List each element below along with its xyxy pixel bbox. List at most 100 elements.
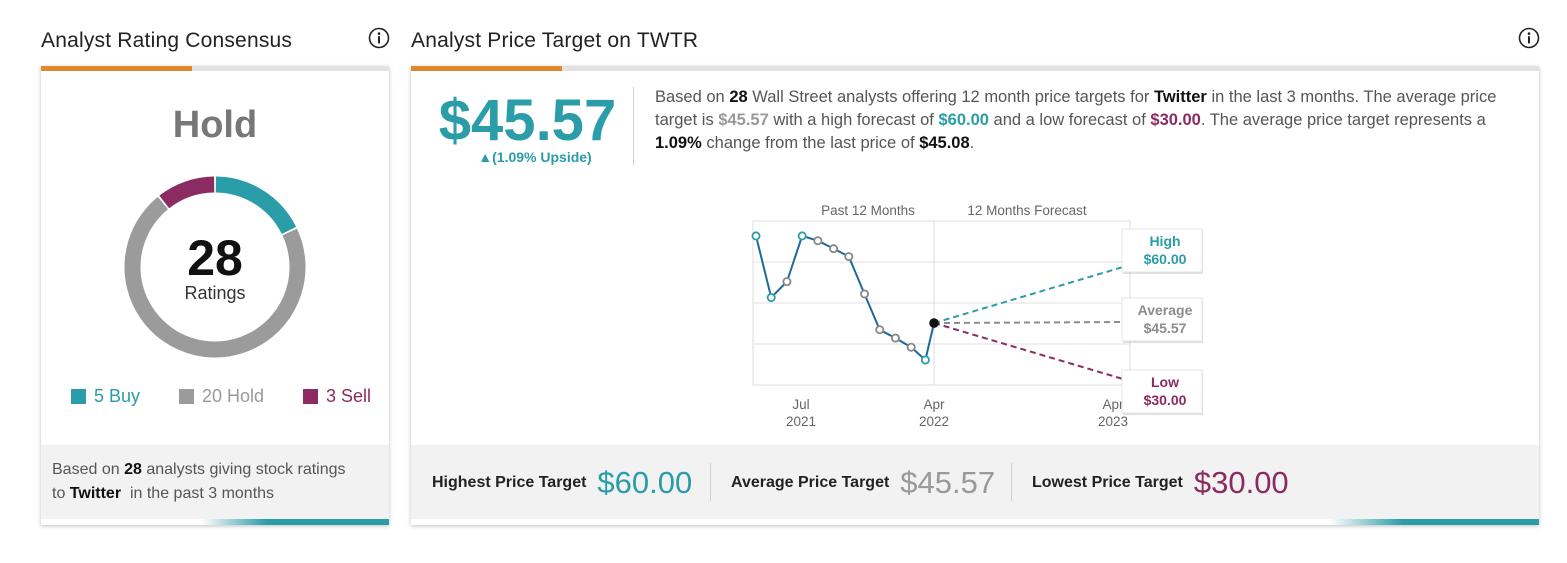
history-point[interactable] xyxy=(797,231,807,241)
highest-target-value: $60.00 xyxy=(597,465,693,500)
forecast-line-high xyxy=(933,266,1124,325)
callout-value: $60.00 xyxy=(1144,251,1187,267)
footer-divider xyxy=(1011,463,1012,501)
forecast-line-low xyxy=(933,322,1124,380)
price-target-description: Based on 28 Wall Street analysts offerin… xyxy=(655,86,1515,155)
ratings-total-label: Ratings xyxy=(184,283,246,303)
average-target: Average Price Target $45.57 xyxy=(731,465,995,501)
rating-footer-p1: Based on xyxy=(52,461,120,478)
rating-footer-gradient xyxy=(201,519,389,525)
rating-footer-company: Twitter xyxy=(69,485,122,502)
x-tick-year: 2021 xyxy=(786,414,816,429)
desc-low: $30.00 xyxy=(1150,111,1201,129)
desc-part: and a low forecast of xyxy=(993,111,1146,129)
average-target-value: $45.57 xyxy=(900,465,996,500)
callout-label: Low xyxy=(1151,374,1179,390)
rating-tab-bar xyxy=(41,66,389,71)
forecast-callout-low[interactable]: Low $30.00 xyxy=(1121,369,1203,415)
history-point[interactable] xyxy=(844,252,854,262)
legend-buy: 5 Buy xyxy=(71,386,140,407)
legend-sell: 3 Sell xyxy=(302,386,371,407)
legend-hold-label: 20 Hold xyxy=(201,386,265,406)
price-footer-gradient xyxy=(1329,519,1539,525)
desc-company: Twitter xyxy=(1153,88,1207,106)
desc-average: $45.57 xyxy=(718,111,769,129)
desc-change: 1.09% xyxy=(655,134,702,152)
x-tick-month: Apr xyxy=(923,397,945,412)
desc-part: . xyxy=(969,134,975,152)
callout-box xyxy=(1121,228,1203,273)
rating-tab-accent xyxy=(41,66,192,71)
chart-grid xyxy=(752,220,1131,386)
footer-divider xyxy=(710,463,711,501)
highest-target: Highest Price Target $60.00 xyxy=(432,465,692,501)
history-point[interactable] xyxy=(860,289,870,299)
history-point[interactable] xyxy=(890,333,900,343)
rating-card: Hold 28 Ratings 5 Buy 20 Hold 3 Sell Bas… xyxy=(41,66,389,525)
history-point[interactable] xyxy=(906,342,916,352)
average-price-target: $45.57 xyxy=(438,88,617,153)
rating-footer-p2: analysts giving stock ratings xyxy=(146,461,346,478)
rating-footer-text: Based on 28 analysts giving stock rating… xyxy=(52,458,382,506)
desc-part: in the last 3 months. The average price … xyxy=(655,88,1497,129)
desc-part: Based on xyxy=(655,88,725,106)
rating-footer-p4: in the past 3 months xyxy=(129,485,275,502)
upside-label: ▲(1.09% Upside) xyxy=(478,149,592,165)
section-label-forecast: 12 Months Forecast xyxy=(967,203,1087,218)
forecast-line-average xyxy=(933,321,1124,325)
callout-box xyxy=(1121,369,1203,414)
history-point[interactable] xyxy=(813,236,823,246)
forecast-callout-high[interactable]: High $60.00 xyxy=(1121,228,1203,274)
legend-sell-label: 3 Sell xyxy=(325,386,371,406)
info-icon[interactable] xyxy=(1518,27,1540,49)
desc-part: Wall Street analysts offering 12 month p… xyxy=(752,88,1150,106)
callout-label: High xyxy=(1149,233,1180,249)
x-tick-month: Apr xyxy=(1102,397,1124,412)
history-point[interactable] xyxy=(829,244,839,254)
callout-value: $45.57 xyxy=(1144,320,1187,336)
x-tick-year: 2022 xyxy=(919,414,949,429)
average-target-label: Average Price Target xyxy=(731,474,890,491)
desc-last-price: $45.08 xyxy=(919,134,970,152)
price-panel-title: Analyst Price Target on TWTR xyxy=(411,29,699,52)
x-tick-year: 2023 xyxy=(1098,414,1128,429)
history-point[interactable] xyxy=(920,355,930,365)
ratings-total: 28 xyxy=(187,230,243,286)
section-label-past: Past 12 Months xyxy=(821,203,915,218)
lowest-target-value: $30.00 xyxy=(1193,465,1289,500)
desc-part: with a high forecast of xyxy=(773,111,934,129)
callout-value: $30.00 xyxy=(1144,392,1187,408)
rating-footer-count: 28 xyxy=(124,461,142,478)
lowest-target: Lowest Price Target $30.00 xyxy=(1032,465,1289,501)
current-price-point[interactable] xyxy=(929,318,939,328)
legend-buy-label: 5 Buy xyxy=(94,386,141,406)
rating-footer: Based on 28 analysts giving stock rating… xyxy=(41,445,389,519)
rating-donut xyxy=(124,176,306,358)
price-tab-bar xyxy=(411,66,1539,71)
x-tick-month: Jul xyxy=(792,397,809,412)
consensus-label: Hold xyxy=(172,104,258,146)
history-point[interactable] xyxy=(766,293,776,303)
hold-swatch xyxy=(178,389,194,404)
buy-swatch xyxy=(71,389,86,404)
info-icon[interactable] xyxy=(368,27,390,49)
donut-segment-hold xyxy=(124,196,306,358)
history-point[interactable] xyxy=(751,231,761,241)
sell-swatch xyxy=(302,389,318,404)
rating-footer-p3: to xyxy=(52,485,66,502)
rating-legend: 5 Buy 20 Hold 3 Sell xyxy=(71,386,371,407)
rating-panel-title: Analyst Rating Consensus xyxy=(41,29,293,52)
price-card: $45.57 ▲(1.09% Upside) Based on 28 Wall … xyxy=(411,66,1539,525)
desc-part: . The average price target represents a xyxy=(1200,111,1486,129)
history-point[interactable] xyxy=(875,325,885,335)
price-tab-accent xyxy=(411,66,562,71)
legend-hold: 20 Hold xyxy=(178,386,265,407)
donut-segment-sell xyxy=(159,176,215,209)
lowest-target-label: Lowest Price Target xyxy=(1032,474,1183,491)
highest-target-label: Highest Price Target xyxy=(432,474,587,491)
header-divider xyxy=(633,87,634,165)
history-point[interactable] xyxy=(782,277,792,287)
callout-label: Average xyxy=(1138,302,1193,318)
forecast-callout-average[interactable]: Average $45.57 xyxy=(1121,297,1203,343)
desc-analyst-count: 28 xyxy=(729,88,748,106)
